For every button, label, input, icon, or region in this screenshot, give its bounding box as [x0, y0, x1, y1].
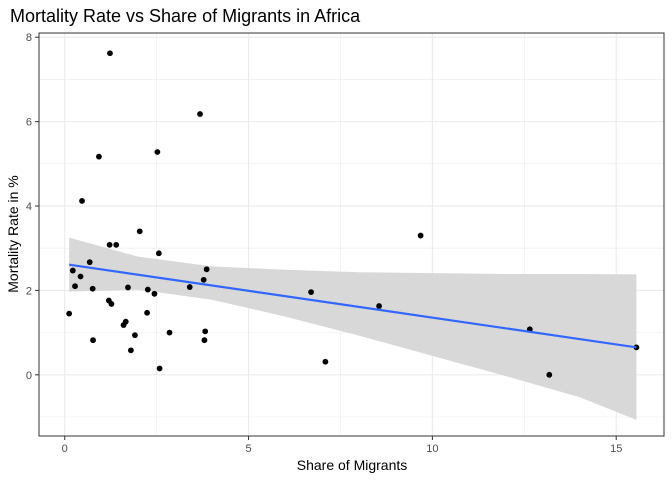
data-point	[128, 347, 134, 354]
data-point	[322, 358, 329, 365]
data-point	[69, 267, 76, 274]
data-point	[155, 250, 162, 257]
data-point	[197, 111, 203, 117]
x-tick-label: 0	[62, 443, 68, 455]
data-point	[136, 228, 143, 235]
data-point	[90, 337, 96, 344]
data-point	[96, 153, 102, 160]
data-point	[376, 303, 382, 309]
data-point	[113, 241, 120, 248]
data-point	[202, 328, 209, 335]
data-point	[120, 322, 127, 328]
y-tick-label: 0	[26, 370, 32, 382]
data-point	[106, 241, 113, 248]
y-axis-title: Mortality Rate in %	[5, 175, 21, 292]
data-point	[77, 273, 84, 280]
data-points	[66, 50, 640, 378]
x-axis-title: Share of Migrants	[297, 457, 408, 473]
y-tick-label: 4	[26, 201, 32, 213]
y-axis: 0 2 4 6 8	[26, 32, 39, 382]
data-point	[417, 232, 424, 239]
data-point	[107, 50, 113, 57]
data-point	[89, 285, 96, 292]
data-point	[546, 371, 553, 378]
data-point	[72, 283, 78, 290]
trend-line	[68, 263, 637, 349]
plot-panel	[38, 32, 665, 437]
data-point	[132, 332, 138, 339]
data-point	[125, 284, 131, 291]
data-point	[66, 310, 73, 317]
data-point	[186, 284, 193, 290]
data-point	[86, 259, 93, 266]
y-tick-label: 8	[26, 32, 32, 44]
x-axis: 0 5 10 15	[62, 436, 622, 455]
data-point	[156, 365, 163, 372]
panel-border	[38, 32, 665, 437]
y-tick-label: 6	[26, 117, 32, 129]
x-tick-label: 10	[426, 443, 438, 455]
confidence-band	[69, 237, 637, 420]
data-point	[151, 290, 158, 297]
data-point	[79, 198, 85, 204]
data-point	[166, 329, 173, 336]
data-point	[201, 337, 208, 344]
x-tick-label: 15	[610, 443, 622, 455]
data-point	[144, 309, 150, 316]
data-point	[203, 266, 210, 273]
data-point	[633, 344, 640, 351]
x-tick-label: 5	[245, 443, 251, 455]
data-point	[200, 276, 207, 283]
data-point	[154, 149, 161, 155]
data-point	[144, 286, 151, 293]
data-point	[108, 301, 115, 307]
chart-title: Mortality Rate vs Share of Migrants in A…	[10, 6, 361, 26]
y-tick-label: 2	[26, 285, 32, 297]
data-point	[308, 289, 314, 295]
